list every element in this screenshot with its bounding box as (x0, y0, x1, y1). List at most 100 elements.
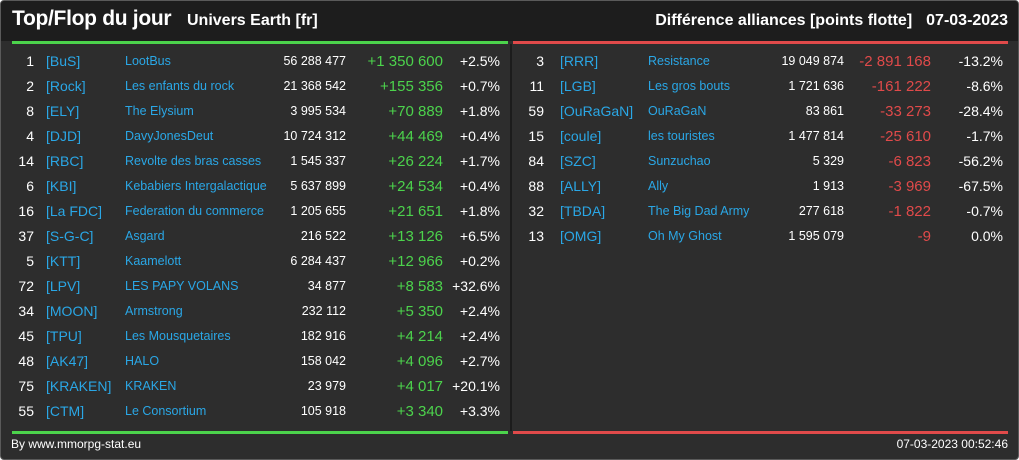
alliance-name-link[interactable]: Asgard (125, 229, 165, 243)
points-difference: -25 610 (880, 128, 931, 145)
top-row: 6 [KBI] Kebabiers Intergalactique 5 637 899… (12, 174, 508, 199)
percent-change: +20.1% (452, 378, 500, 394)
points-difference: -33 273 (880, 103, 931, 120)
alliance-rank: 59 (528, 103, 544, 119)
alliance-name-link[interactable]: Sunzuchao (648, 154, 711, 168)
percent-change: +2.7% (459, 353, 500, 369)
alliance-name-link[interactable]: Resistance (648, 54, 710, 68)
fleet-points: 216 522 (300, 229, 346, 243)
percent-change: +0.7% (459, 78, 500, 94)
page-title: Top/Flop du jour (12, 7, 172, 30)
alliance-name-link[interactable]: Oh My Ghost (648, 229, 722, 243)
fleet-points: 1 205 655 (290, 204, 346, 218)
fleet-points: 6 284 437 (290, 254, 346, 268)
top-row: 72 [LPV] LES PAPY VOLANS 34 877 +8 583 +32.6% (12, 274, 508, 299)
alliance-name-link[interactable]: les touristes (648, 129, 715, 143)
top-panel-bottom-border (12, 431, 508, 434)
alliance-name-link[interactable]: LootBus (125, 54, 171, 68)
fleet-points: 1 545 337 (290, 154, 346, 168)
percent-change: +2.5% (459, 53, 500, 69)
fleet-points: 3 995 534 (290, 104, 346, 118)
alliance-rank: 16 (18, 203, 34, 219)
fleet-points: 1 721 636 (788, 79, 844, 93)
alliance-name-link[interactable]: HALO (125, 354, 160, 368)
fleet-points: 5 637 899 (290, 179, 346, 193)
points-difference: +12 966 (388, 253, 443, 270)
flop-panel-top-border (513, 41, 1008, 44)
footer-timestamp: 07-03-2023 00:52:46 (896, 437, 1008, 451)
alliance-tag-link[interactable]: [S-G-C] (46, 228, 94, 244)
alliance-tag-link[interactable]: [ELY] (46, 103, 80, 119)
points-difference: +24 534 (388, 178, 443, 195)
top-losers-list: 3 [RRR] Resistance 19 049 874 -2 891 168 -13.… (513, 49, 1008, 249)
alliance-tag-link[interactable]: [Rock] (46, 78, 86, 94)
points-difference: +4 096 (396, 353, 443, 370)
alliance-tag-link[interactable]: [La FDC] (46, 203, 103, 219)
alliance-name-link[interactable]: Les gros bouts (648, 79, 730, 93)
alliance-tag-link[interactable]: [SZC] (560, 153, 596, 169)
alliance-tag-link[interactable]: [CTM] (46, 403, 85, 419)
alliance-tag-link[interactable]: [RBC] (46, 153, 84, 169)
top-row: 14 [RBC] Revolte des bras casses 1 545 337 +… (12, 149, 508, 174)
percent-change: -0.7% (966, 203, 1003, 219)
alliance-rank: 3 (536, 53, 544, 69)
alliance-rank: 34 (18, 303, 34, 319)
fleet-points: 232 112 (301, 304, 346, 318)
alliance-name-link[interactable]: DavyJonesDeut (125, 129, 214, 143)
flop-row: 15 [coule] les touristes 1 477 814 -25 610 -1… (513, 124, 1008, 149)
alliance-tag-link[interactable]: [coule] (560, 128, 602, 144)
alliance-rank: 4 (26, 128, 34, 144)
alliance-tag-link[interactable]: [LPV] (46, 278, 81, 294)
alliance-tag-link[interactable]: [AK47] (46, 353, 89, 369)
alliance-tag-link[interactable]: [KTT] (46, 253, 81, 269)
alliance-tag-link[interactable]: [MOON] (46, 303, 98, 319)
alliance-name-link[interactable]: Revolte des bras casses (125, 154, 262, 168)
alliance-tag-link[interactable]: [ALLY] (560, 178, 601, 194)
top-row: 45 [TPU] Les Mousquetaires 182 916 +4 214 +2.… (12, 324, 508, 349)
alliance-name-link[interactable]: OuRaGaN (648, 104, 707, 118)
alliance-tag-link[interactable]: [LGB] (560, 78, 596, 94)
alliance-name-link[interactable]: Ally (648, 179, 669, 193)
header-right: Différence alliances [points flotte] 07-0… (655, 12, 1008, 30)
alliance-name-link[interactable]: Les Mousquetaires (125, 329, 231, 343)
alliance-rank: 1 (26, 53, 34, 69)
top-panel-top-border (12, 41, 508, 44)
alliance-name-link[interactable]: Federation du commerce (125, 204, 264, 218)
points-difference: +1 350 600 (367, 53, 444, 70)
percent-change: -28.4% (958, 103, 1003, 119)
percent-change: +2.4% (459, 328, 500, 344)
alliance-tag-link[interactable]: [RRR] (560, 53, 599, 69)
alliance-tag-link[interactable]: [BuS] (46, 53, 81, 69)
points-difference: +5 350 (396, 303, 443, 320)
alliance-tag-link[interactable]: [DJD] (46, 128, 81, 144)
alliance-name-link[interactable]: Le Consortium (125, 404, 207, 418)
flop-row: 88 [ALLY] Ally 1 913 -3 969 -67.5% (513, 174, 1008, 199)
points-difference: +4 017 (396, 378, 443, 395)
points-difference: +21 651 (388, 203, 443, 220)
universe-label: Univers Earth [fr] (187, 12, 318, 29)
alliance-tag-link[interactable]: [KRAKEN] (46, 378, 112, 394)
alliance-name-link[interactable]: LES PAPY VOLANS (125, 279, 239, 293)
flop-row: 84 [SZC] Sunzuchao 5 329 -6 823 -56.2% (513, 149, 1008, 174)
alliance-name-link[interactable]: The Big Dad Army (648, 204, 750, 218)
points-difference: -9 (917, 228, 931, 245)
percent-change: -13.2% (958, 53, 1003, 69)
alliance-rank: 88 (528, 178, 544, 194)
alliance-tag-link[interactable]: [OMG] (560, 228, 602, 244)
top-row: 75 [KRAKEN] KRAKEN 23 979 +4 017 +20.1% (12, 374, 508, 399)
alliance-tag-link[interactable]: [OuRaGaN] (560, 103, 634, 119)
alliance-name-link[interactable]: KRAKEN (125, 379, 177, 393)
footer-credit-link[interactable]: By www.mmorpg-stat.eu (11, 437, 142, 451)
alliance-tag-link[interactable]: [TBDA] (560, 203, 606, 219)
alliance-name-link[interactable]: Kaamelott (125, 254, 182, 268)
alliance-rank: 75 (18, 378, 34, 394)
fleet-points: 1 595 079 (788, 229, 844, 243)
alliance-rank: 72 (18, 278, 34, 294)
alliance-tag-link[interactable]: [TPU] (46, 328, 82, 344)
alliance-name-link[interactable]: Armstrong (125, 304, 183, 318)
alliance-tag-link[interactable]: [KBI] (46, 178, 77, 194)
alliance-name-link[interactable]: Kebabiers Intergalactique (125, 179, 267, 193)
alliance-name-link[interactable]: The Elysium (125, 104, 194, 118)
alliance-name-link[interactable]: Les enfants du rock (125, 79, 235, 93)
